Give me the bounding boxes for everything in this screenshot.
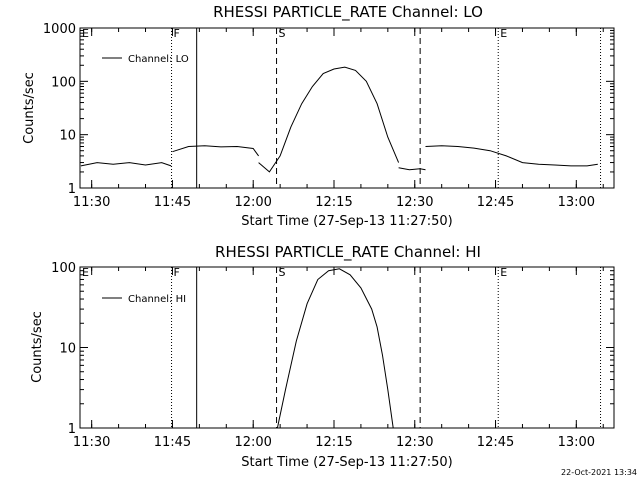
x-tick-label: 12:30 (396, 435, 433, 450)
x-tick-label: 11:30 (73, 435, 110, 450)
x-tick-label: 12:15 (315, 195, 352, 210)
event-marker-label: E (82, 266, 89, 279)
x-tick-label: 13:00 (558, 435, 595, 450)
x-tick-label: 11:45 (154, 195, 191, 210)
x-tick-label: 12:45 (477, 195, 514, 210)
y-tick-label: 1 (68, 422, 76, 437)
legend-label: Channel: LO (128, 54, 189, 65)
event-marker-label: E (500, 27, 507, 40)
y-axis-label: Counts/sec (22, 72, 37, 144)
chart-title: RHESSI PARTICLE_RATE Channel: HI (215, 243, 481, 262)
event-marker-label: E (82, 27, 89, 40)
y-axis-ticks: 1 10 100 (51, 261, 614, 437)
panel-hi: RHESSI PARTICLE_RATE Channel: HI Counts/… (30, 243, 615, 470)
legend: Channel: HI (102, 294, 186, 305)
y-tick-label: 10 (59, 342, 76, 357)
event-marker-label: E (500, 266, 507, 279)
x-tick-label: 12:30 (396, 195, 433, 210)
y-tick-label: 1 (68, 182, 76, 197)
event-marker-label: F (174, 27, 180, 40)
event-marker-label: S (279, 266, 286, 279)
series-line-segment (258, 66, 400, 173)
x-tick-label: 11:30 (73, 195, 110, 210)
y-tick-label: 1000 (43, 22, 76, 37)
series-line-segment (425, 145, 598, 167)
series-line-segment (398, 167, 426, 171)
y-tick-label: 10 (59, 129, 76, 144)
y-tick-label: 100 (51, 261, 76, 276)
y-axis-ticks: 1 10 100 1000 (43, 22, 614, 197)
x-axis-ticks: 11:30 11:45 12:00 12:15 12:30 12:45 13:00 (73, 267, 604, 450)
panel-lo: RHESSI PARTICLE_RATE Channel: LO Counts/… (22, 3, 615, 229)
event-marker-label: S (279, 27, 286, 40)
plot-frame (79, 27, 615, 189)
legend: Channel: LO (102, 54, 189, 65)
chart-title: RHESSI PARTICLE_RATE Channel: LO (213, 3, 483, 22)
series-hi (276, 268, 394, 429)
series-line-segment (172, 145, 260, 157)
x-tick-label: 11:45 (154, 435, 191, 450)
legend-label: Channel: HI (128, 294, 186, 305)
y-axis-label: Counts/sec (30, 311, 45, 383)
x-tick-label: 12:00 (234, 195, 271, 210)
x-axis-label: Start Time (27-Sep-13 11:27:50) (241, 455, 452, 470)
series-line-segment (80, 162, 172, 167)
series-lo (80, 66, 598, 173)
x-tick-label: 13:00 (558, 195, 595, 210)
x-tick-label: 12:45 (477, 435, 514, 450)
event-marker-label: F (174, 266, 180, 279)
x-axis-label: Start Time (27-Sep-13 11:27:50) (241, 214, 452, 229)
x-axis-ticks: 11:30 11:45 12:00 12:15 12:30 12:45 13:00 (73, 28, 604, 210)
y-tick-label: 100 (51, 75, 76, 90)
x-tick-label: 12:15 (315, 435, 352, 450)
footer-timestamp: 22-Oct-2021 13:34 (561, 468, 637, 477)
x-tick-label: 12:00 (234, 435, 271, 450)
series-line-segment (276, 268, 394, 429)
